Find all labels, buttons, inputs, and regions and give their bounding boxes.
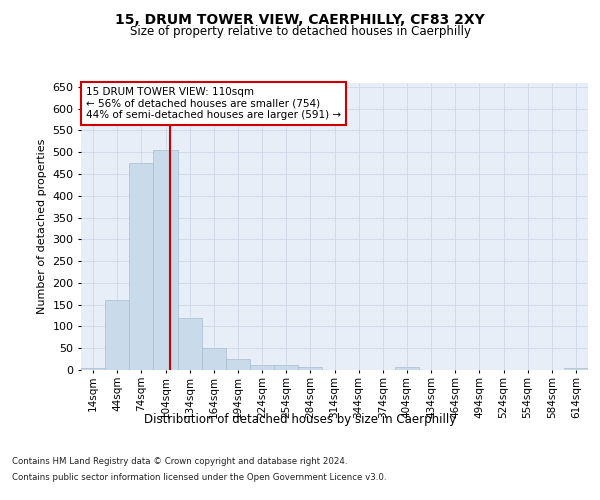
Bar: [564, 368, 588, 370]
Bar: [178, 318, 202, 370]
Bar: [154, 150, 178, 370]
Bar: [395, 368, 419, 370]
Bar: [105, 300, 129, 370]
Bar: [202, 348, 226, 370]
Text: Distribution of detached houses by size in Caerphilly: Distribution of detached houses by size …: [144, 412, 456, 426]
Bar: [81, 368, 105, 370]
Bar: [274, 365, 298, 370]
Bar: [226, 359, 250, 370]
Bar: [298, 366, 322, 370]
Text: Contains HM Land Registry data © Crown copyright and database right 2024.: Contains HM Land Registry data © Crown c…: [12, 458, 347, 466]
Text: 15, DRUM TOWER VIEW, CAERPHILLY, CF83 2XY: 15, DRUM TOWER VIEW, CAERPHILLY, CF83 2X…: [115, 12, 485, 26]
Text: Contains public sector information licensed under the Open Government Licence v3: Contains public sector information licen…: [12, 472, 386, 482]
Bar: [129, 163, 154, 370]
Y-axis label: Number of detached properties: Number of detached properties: [37, 138, 47, 314]
Text: Size of property relative to detached houses in Caerphilly: Size of property relative to detached ho…: [130, 25, 470, 38]
Text: 15 DRUM TOWER VIEW: 110sqm
← 56% of detached houses are smaller (754)
44% of sem: 15 DRUM TOWER VIEW: 110sqm ← 56% of deta…: [86, 87, 341, 120]
Bar: [250, 365, 274, 370]
